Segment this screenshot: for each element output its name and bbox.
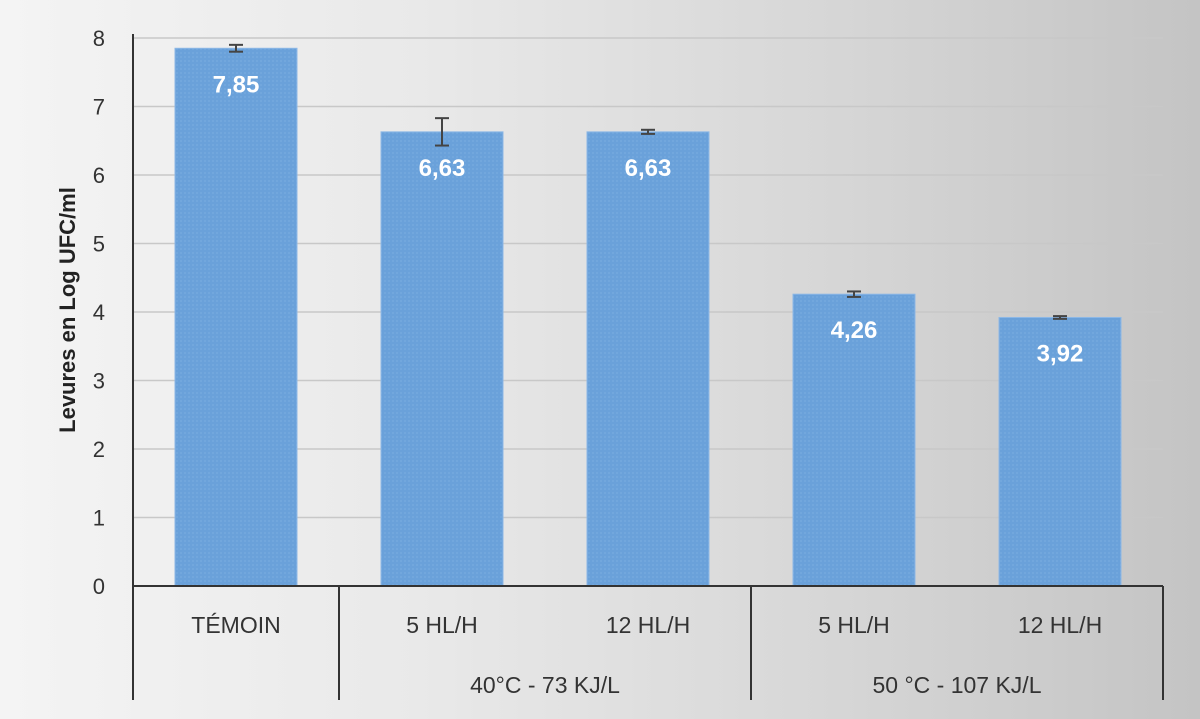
y-tick-label: 4 [93, 300, 105, 325]
group-label: 50 °C - 107 KJ/L [872, 672, 1041, 698]
category-label: 12 HL/H [1018, 612, 1102, 638]
y-tick-label: 6 [93, 163, 105, 188]
y-axis-label: Levures en Log UFC/ml [55, 187, 80, 433]
y-tick-label: 2 [93, 437, 105, 462]
bar [586, 131, 710, 587]
y-tick-label: 0 [93, 574, 105, 599]
bar [174, 47, 298, 587]
y-tick-label: 5 [93, 232, 105, 257]
data-label: 3,92 [1037, 340, 1084, 367]
y-tick-label: 7 [93, 95, 105, 120]
group-label: 40°C - 73 KJ/L [470, 672, 620, 698]
data-labels: 7,85 6,63 6,63 4,26 3,92 [213, 71, 1084, 367]
bar [998, 316, 1122, 587]
category-label: 5 HL/H [818, 612, 890, 638]
category-label: 5 HL/H [406, 612, 478, 638]
category-axis: TÉMOIN 5 HL/H 12 HL/H 5 HL/H 12 HL/H 40°C - 7… [133, 585, 1164, 700]
data-label: 6,63 [625, 155, 672, 182]
data-label: 6,63 [419, 155, 466, 182]
category-label: 12 HL/H [606, 612, 690, 638]
data-label: 4,26 [831, 317, 878, 344]
bars [174, 47, 1122, 587]
y-axis: 0 1 2 3 4 5 6 7 8 [93, 26, 134, 700]
bar [380, 131, 504, 587]
error-bars [229, 43, 1067, 320]
y-tick-label: 3 [93, 369, 105, 394]
data-label: 7,85 [213, 71, 260, 98]
category-label: TÉMOIN [191, 612, 280, 638]
y-tick-label: 8 [93, 26, 105, 51]
y-tick-label: 1 [93, 506, 105, 531]
